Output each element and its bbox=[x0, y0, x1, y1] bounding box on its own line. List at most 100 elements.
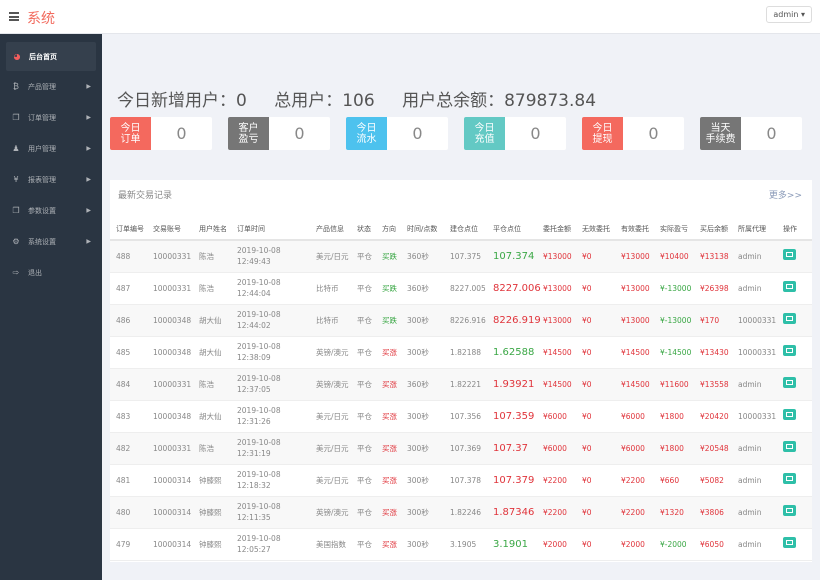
table-cell: 平仓 bbox=[351, 432, 376, 465]
sidebar-item-6[interactable]: ⚙ 系统设置 ▶ bbox=[0, 226, 102, 257]
view-detail-button[interactable] bbox=[783, 409, 796, 420]
table-cell: 买涨 bbox=[376, 528, 401, 561]
table-cell: ¥13430 bbox=[694, 336, 732, 369]
view-detail-button[interactable] bbox=[783, 249, 796, 261]
total-users-stat: 总用户：106 bbox=[274, 91, 375, 111]
table-cell: ¥0 bbox=[576, 336, 615, 369]
view-detail-button[interactable] bbox=[783, 441, 796, 452]
stat-card-label-text: 今日 流水 bbox=[357, 123, 377, 145]
sidebar-item-7[interactable]: ⇨ 退出 bbox=[0, 257, 102, 288]
column-header: 委托金额 bbox=[537, 207, 576, 241]
table-row: 482 10000331 陈浩 2019-10-08 12:31:19 美元/日元 平仓买… bbox=[110, 432, 812, 465]
stat-card: 客户 盈亏 0 bbox=[228, 117, 330, 150]
stat-card-label-text: 今日 提现 bbox=[593, 123, 613, 145]
table-cell: admin bbox=[732, 432, 777, 465]
table-cell: ¥1800 bbox=[654, 400, 694, 433]
sidebar-item-label: 报表管理 bbox=[28, 175, 56, 184]
table-cell: 360秒 bbox=[401, 368, 444, 401]
table-cell: ¥0 bbox=[576, 464, 615, 497]
action-cell bbox=[777, 336, 812, 369]
table-cell: ¥13000 bbox=[537, 272, 576, 305]
table-cell: 比特币 bbox=[310, 304, 351, 337]
user-dropdown[interactable]: admin ▾ bbox=[766, 6, 812, 23]
table-cell: 3.1901 bbox=[487, 528, 537, 561]
top-bar: 系统 admin ▾ bbox=[0, 0, 820, 34]
action-cell bbox=[777, 272, 812, 305]
table-cell: 买涨 bbox=[376, 336, 401, 369]
table-cell: 买涨 bbox=[376, 496, 401, 529]
table-cell: 买跌 bbox=[376, 304, 401, 337]
more-link[interactable]: 更多>> bbox=[768, 191, 802, 201]
cogs-icon: ⚙ bbox=[12, 237, 20, 246]
table-cell: 300秒 bbox=[401, 432, 444, 465]
table-cell: 10000348 bbox=[147, 336, 193, 369]
stat-card-value: 0 bbox=[294, 124, 305, 143]
stat-card-label-text: 今日 充值 bbox=[475, 123, 495, 145]
table-cell: 10000331 bbox=[732, 400, 777, 433]
table-cell: 10000331 bbox=[147, 272, 193, 305]
table-cell: ¥2200 bbox=[537, 464, 576, 497]
action-cell bbox=[777, 240, 812, 273]
view-detail-button[interactable] bbox=[783, 345, 796, 356]
chevron-right-icon: ▶ bbox=[86, 83, 91, 90]
view-detail-button[interactable] bbox=[783, 281, 796, 292]
table-cell: 8227.006 bbox=[487, 272, 541, 305]
view-detail-button[interactable] bbox=[783, 313, 796, 324]
stat-card-label-line2: 提现 bbox=[592, 133, 613, 145]
table-cell: 平仓 bbox=[351, 336, 376, 369]
table-cell: 买涨 bbox=[376, 432, 401, 465]
table-cell: 2019-10-08 12:38:09 bbox=[231, 336, 310, 369]
table-cell: 485 bbox=[110, 336, 147, 369]
sidebar-item-label: 参数设置 bbox=[28, 206, 56, 215]
table-cell: ¥0 bbox=[576, 272, 615, 305]
chevron-right-icon: ▶ bbox=[86, 176, 91, 183]
column-header: 建仓点位 bbox=[444, 207, 487, 241]
sidebar-item-4[interactable]: ¥ 报表管理 ▶ bbox=[0, 164, 102, 195]
table-cell: ¥2000 bbox=[615, 528, 654, 561]
stat-card-label: 今日 订单 bbox=[110, 117, 151, 150]
sidebar-item-5[interactable]: ❐ 参数设置 ▶ bbox=[0, 195, 102, 226]
table-cell: ¥13000 bbox=[615, 272, 654, 305]
table-cell: ¥6000 bbox=[615, 432, 654, 465]
table-cell: ¥2200 bbox=[615, 464, 654, 497]
table-cell: ¥20548 bbox=[694, 432, 732, 465]
table-cell: 107.356 bbox=[444, 400, 487, 433]
table-cell: ¥13558 bbox=[694, 368, 732, 401]
dashboard-icon: ◕ bbox=[13, 52, 21, 61]
table-cell: 107.374 bbox=[487, 240, 537, 273]
table-cell: 300秒 bbox=[401, 496, 444, 529]
table-cell: ¥20420 bbox=[694, 400, 732, 433]
sidebar-item-0[interactable]: ◕ 后台首页 bbox=[6, 42, 96, 71]
table-cell: 平仓 bbox=[351, 240, 376, 273]
view-detail-button[interactable] bbox=[783, 473, 796, 484]
action-cell bbox=[777, 432, 812, 465]
table-cell: 107.369 bbox=[444, 432, 487, 465]
view-detail-button[interactable] bbox=[783, 505, 796, 516]
table-cell: 107.378 bbox=[444, 464, 487, 497]
user-icon: ♟ bbox=[12, 144, 20, 153]
table-cell: 1.82246 bbox=[444, 496, 487, 529]
table-cell: 平仓 bbox=[351, 304, 376, 337]
view-detail-button[interactable] bbox=[783, 377, 796, 388]
sidebar-item-1[interactable]: ₿ 产品管理 ▶ bbox=[0, 71, 102, 102]
table-cell: ¥0 bbox=[576, 304, 615, 337]
logout-icon: ⇨ bbox=[12, 268, 20, 277]
table-cell: ¥1320 bbox=[654, 496, 694, 529]
stat-card-value: 0 bbox=[648, 124, 659, 143]
hamburger-menu-icon[interactable] bbox=[9, 12, 19, 21]
stat-card-label-line1: 客户 bbox=[238, 122, 259, 134]
stat-card-label-line2: 订单 bbox=[120, 133, 141, 145]
table-cell: 300秒 bbox=[401, 528, 444, 561]
table-cell: 107.379 bbox=[487, 464, 537, 497]
sidebar-item-3[interactable]: ♟ 用户管理 ▶ bbox=[0, 133, 102, 164]
table-cell: 8227.005 bbox=[444, 272, 487, 305]
table-cell: 1.82188 bbox=[444, 336, 487, 369]
table-cell: 10000331 bbox=[732, 336, 777, 369]
stat-card: 今日 提现 0 bbox=[582, 117, 684, 150]
table-cell: ¥14500 bbox=[615, 368, 654, 401]
table-cell: 481 bbox=[110, 464, 147, 497]
table-cell: ¥-13000 bbox=[654, 272, 694, 305]
view-detail-button[interactable] bbox=[783, 537, 796, 548]
table-cell: 胡大仙 bbox=[193, 336, 231, 369]
sidebar-item-2[interactable]: ❐ 订单管理 ▶ bbox=[0, 102, 102, 133]
